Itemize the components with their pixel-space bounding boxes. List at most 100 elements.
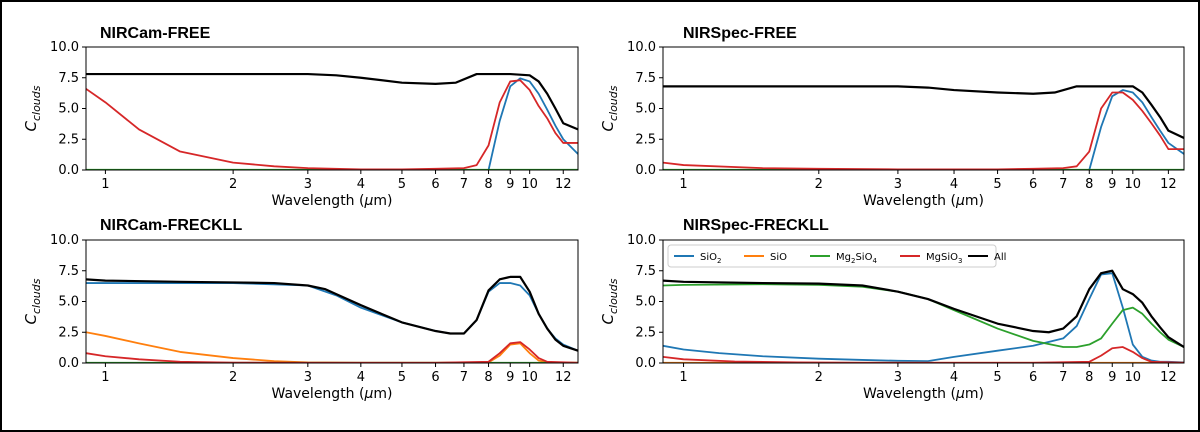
x-tick-label: 6: [431, 370, 439, 385]
x-tick-label: 7: [1059, 370, 1067, 385]
panel-nirspec-freckll: NIRSpec-FRECKLL 0.02.55.07.510.01 2 3 4 5 6 7 8…: [599, 217, 1185, 402]
series-line-SiO2: [663, 272, 1184, 363]
axes-frame: [85, 239, 579, 364]
x-tick-label: 9: [1108, 177, 1116, 192]
y-tick-label: 0.0: [635, 163, 656, 178]
x-tick-label: 9: [506, 370, 514, 385]
x-tick-label: 9: [506, 177, 514, 192]
y-tick-label: 7.5: [58, 264, 79, 279]
y-tick-label: 10.0: [627, 233, 656, 248]
x-tick-label: 1: [101, 370, 109, 385]
series-line-All: [86, 72, 578, 131]
x-axis-label: Wavelength (μm): [272, 386, 393, 402]
series-line-MgSiO3: [86, 79, 578, 170]
y-tick-label: 2.5: [635, 325, 656, 340]
series-line-SiO2: [663, 89, 1184, 170]
panel-nircam-freckll: NIRCam-FRECKLL 0.02.55.07.510.01 2 3 4 5 6 7 8 9…: [22, 217, 579, 402]
y-axis-label: Cclouds: [22, 278, 43, 324]
y-axis-label: Cclouds: [599, 278, 620, 324]
series-line-All: [663, 85, 1184, 140]
x-tick-label: 12: [1160, 177, 1177, 192]
panel-title: NIRCam-FRECKLL: [100, 217, 242, 234]
legend-label-MgSiO3: MgSiO3: [926, 252, 962, 265]
legend-label-Mg2SiO4: Mg2SiO4: [836, 252, 877, 265]
x-tick-label: 8: [1085, 177, 1093, 192]
panel-title: NIRCam-FREE: [100, 25, 211, 42]
x-tick-label: 10: [1125, 370, 1142, 385]
legend: SiO2 SiO Mg2SiO4 MgSiO3 All: [667, 244, 1006, 268]
x-tick-label: 1: [101, 177, 109, 192]
x-tick-label: 3: [304, 177, 312, 192]
x-tick-label: 2: [815, 370, 823, 385]
panel-nirspec-free: NIRSpec-FREE 0.02.55.07.510.01 2 3 4 5 6 7 8 9 10…: [599, 25, 1185, 209]
y-axis-label: Cclouds: [599, 85, 620, 131]
x-tick-label: 5: [398, 177, 406, 192]
legend-label-All: All: [994, 252, 1006, 263]
x-tick-label: 4: [357, 177, 365, 192]
y-tick-label: 5.0: [58, 102, 79, 117]
x-tick-label: 3: [894, 370, 902, 385]
panel-nircam-free: NIRCam-FREE 0.02.55.07.510.01 2 3 4 5 6 7 8 9 10 1…: [22, 25, 579, 209]
series-group: [663, 269, 1184, 363]
x-tick-label: 7: [460, 177, 468, 192]
x-tick-label: 12: [555, 370, 572, 385]
x-tick-label: 2: [229, 177, 237, 192]
x-axis-label: Wavelength (μm): [863, 386, 984, 402]
y-tick-label: 5.0: [58, 295, 79, 310]
x-tick-label: 2: [815, 177, 823, 192]
x-tick-label: 8: [484, 177, 492, 192]
x-tick-label: 10: [1125, 177, 1142, 192]
series-group: [86, 72, 578, 170]
x-tick-label: 1: [679, 177, 687, 192]
x-tick-label: 10: [521, 370, 538, 385]
panel-title: NIRSpec-FREE: [683, 25, 797, 42]
series-line-SiO: [86, 331, 578, 363]
legend-label-SiO2: SiO2: [700, 252, 721, 265]
series-line-MgSiO3: [86, 341, 578, 363]
x-tick-label: 8: [1085, 370, 1093, 385]
x-tick-label: 6: [1029, 370, 1037, 385]
x-tick-label: 9: [1108, 370, 1116, 385]
y-tick-label: 10.0: [50, 233, 79, 248]
x-axis-label: Wavelength (μm): [272, 193, 393, 209]
x-tick-label: 4: [950, 177, 958, 192]
series-line-Mg2SiO4: [663, 283, 1184, 348]
series-line-SiO2: [86, 77, 578, 170]
y-tick-label: 5.0: [635, 295, 656, 310]
x-tick-label: 3: [304, 370, 312, 385]
x-tick-label: 5: [993, 370, 1001, 385]
x-axis-label: Wavelength (μm): [863, 193, 984, 209]
x-tick-label: 7: [460, 370, 468, 385]
y-tick-label: 2.5: [58, 325, 79, 340]
y-tick-label: 0.0: [58, 163, 79, 178]
axes-frame: [662, 46, 1185, 171]
x-tick-label: 8: [484, 370, 492, 385]
x-tick-label: 5: [398, 370, 406, 385]
x-tick-label: 4: [357, 370, 365, 385]
x-tick-label: 7: [1059, 177, 1067, 192]
x-tick-label: 2: [229, 370, 237, 385]
series-line-All: [86, 275, 578, 352]
y-tick-label: 7.5: [635, 264, 656, 279]
y-tick-label: 7.5: [635, 71, 656, 86]
x-tick-label: 12: [555, 177, 572, 192]
y-tick-label: 2.5: [58, 132, 79, 147]
legend-box: [667, 244, 997, 268]
series-line-MgSiO3: [663, 346, 1184, 363]
x-tick-label: 5: [993, 177, 1001, 192]
y-tick-label: 2.5: [635, 132, 656, 147]
y-tick-label: 7.5: [58, 71, 79, 86]
series-group: [663, 85, 1184, 170]
series-line-All: [663, 269, 1184, 348]
series-line-MgSiO3: [663, 91, 1184, 170]
x-tick-label: 12: [1160, 370, 1177, 385]
x-tick-label: 6: [1029, 177, 1037, 192]
legend-label-SiO: SiO: [770, 252, 787, 263]
x-tick-label: 10: [521, 177, 538, 192]
x-tick-label: 4: [950, 370, 958, 385]
y-tick-label: 0.0: [58, 356, 79, 371]
x-tick-label: 6: [431, 177, 439, 192]
y-tick-label: 0.0: [635, 356, 656, 371]
y-tick-label: 10.0: [50, 40, 79, 55]
